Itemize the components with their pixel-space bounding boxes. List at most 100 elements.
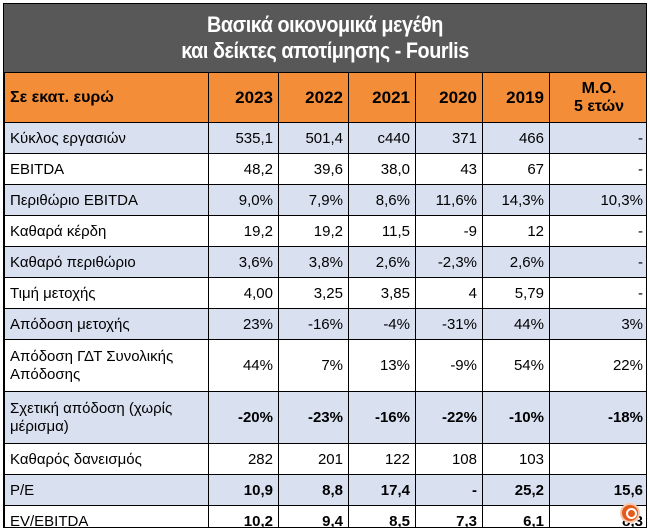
row-value: - [415,474,483,506]
financials-table: Σε εκατ. ευρώ 2023 2022 2021 2020 2019 Μ… [4,72,646,527]
header-label: Σε εκατ. ευρώ [4,72,209,123]
header-year: 2019 [482,72,550,123]
row-label: Κύκλος εργασιών [4,122,209,154]
row-average: - [549,246,646,278]
row-value: -20% [208,391,279,444]
table-frame: Βασικά οικονομικά μεγέθη και δείκτες απο… [3,3,647,528]
row-value: 19,2 [278,215,349,247]
table-row: P/E 10,9 8,8 17,4-25,2 15,6 [4,474,646,506]
row-label: Καθαρό περιθώριο [4,246,209,278]
header-year: 2022 [278,72,349,123]
row-average: - [549,277,646,309]
row-value: -16% [278,308,349,340]
table-row: Σχετική απόδοση (χωρίς μέρισμα) -20% -23% -… [4,391,646,444]
row-value: 48,2 [208,153,279,185]
header-year: 2020 [415,72,483,123]
row-value: 9,4 [278,505,349,527]
row-average: - [549,153,646,185]
row-value: 43 [415,153,483,185]
row-value: 501,4 [278,122,349,154]
row-value: 9,0% [208,184,279,216]
table-title: Βασικά οικονομικά μεγέθη και δείκτες απο… [4,4,646,72]
row-average: - [549,215,646,247]
row-label: P/E [4,474,209,506]
row-value: -9% [415,339,483,392]
row-value: 3,8% [278,246,349,278]
row-value: -4% [348,308,416,340]
row-value: 282 [208,443,279,475]
row-value: 12 [482,215,550,247]
row-average: -18% [549,391,646,444]
table-row: Απόδοση μετοχής 23% -16% -4% -31% 44% 3% [4,308,646,340]
row-value: 7,9% [278,184,349,216]
title-line-2: και δείκτες αποτίμησης - Fourlis [181,38,469,63]
table-row: EBITDA 48,2 39,6 38,0 43 67- [4,153,646,185]
row-label: EBITDA [4,153,209,185]
row-average: 15,6 [549,474,646,506]
table-row: Καθαρός δανεισμός 282 201 122 108 103 [4,443,646,475]
header-average-line2: 5 ετών [573,97,625,115]
table-row: Απόδοση ΓΔΤ Συνολικής Απόδοσης 44% 7% 13% -9… [4,339,646,392]
row-value: -2,3% [415,246,483,278]
row-value: 38,0 [348,153,416,185]
row-value: 10,2 [208,505,279,527]
row-value: 3,6% [208,246,279,278]
row-value: -9 [415,215,483,247]
row-average [549,443,646,475]
header-row: Σε εκατ. ευρώ 2023 2022 2021 2020 2019 Μ… [4,72,646,123]
row-label: Απόδοση ΓΔΤ Συνολικής Απόδοσης [4,339,209,392]
row-value: 11,6% [415,184,483,216]
row-value: 10,9 [208,474,279,506]
row-value: 4 [415,277,483,309]
row-label: EV/EBITDA [4,505,209,527]
row-value: c440 [348,122,416,154]
row-value: 2,6% [482,246,550,278]
row-value: -10% [482,391,550,444]
row-value: 103 [482,443,550,475]
row-value: 2,6% [348,246,416,278]
row-label: Καθαρά κέρδη [4,215,209,247]
row-value: 3,25 [278,277,349,309]
row-value: 122 [348,443,416,475]
row-value: 201 [278,443,349,475]
row-value: 13% [348,339,416,392]
row-value: 5,79 [482,277,550,309]
row-value: 4,00 [208,277,279,309]
row-label: Σχετική απόδοση (χωρίς μέρισμα) [4,391,209,444]
table-row: Κύκλος εργασιών 535,1 501,4 c440 371 466- [4,122,646,154]
row-average: 10,3% [549,184,646,216]
row-value: 108 [415,443,483,475]
row-value: 8,5 [348,505,416,527]
row-value: 8,6% [348,184,416,216]
row-label: Περιθώριο EBITDA [4,184,209,216]
row-label: Καθαρός δανεισμός [4,443,209,475]
row-value: 466 [482,122,550,154]
row-value: 54% [482,339,550,392]
logo-badge-icon [620,503,640,523]
row-value: 3,85 [348,277,416,309]
table-row: Τιμή μετοχής 4,00 3,25 3,85 4 5,79- [4,277,646,309]
row-value: 67 [482,153,550,185]
row-value: -31% [415,308,483,340]
row-label: Απόδοση μετοχής [4,308,209,340]
row-value: 44% [208,339,279,392]
header-average: Μ.Ο. 5 ετών [549,72,646,123]
row-value: 7,3 [415,505,483,527]
header-year: 2023 [208,72,279,123]
row-value: -16% [348,391,416,444]
row-value: 8,8 [278,474,349,506]
row-value: 535,1 [208,122,279,154]
row-average: 3% [549,308,646,340]
header-year: 2021 [348,72,416,123]
row-value: 39,6 [278,153,349,185]
row-label: Τιμή μετοχής [4,277,209,309]
header-average-line1: Μ.Ο. [581,79,617,97]
row-value: 14,3% [482,184,550,216]
row-value: 25,2 [482,474,550,506]
row-average: 22% [549,339,646,392]
row-value: 371 [415,122,483,154]
row-average: - [549,122,646,154]
row-value: 6,1 [482,505,550,527]
row-value: 19,2 [208,215,279,247]
